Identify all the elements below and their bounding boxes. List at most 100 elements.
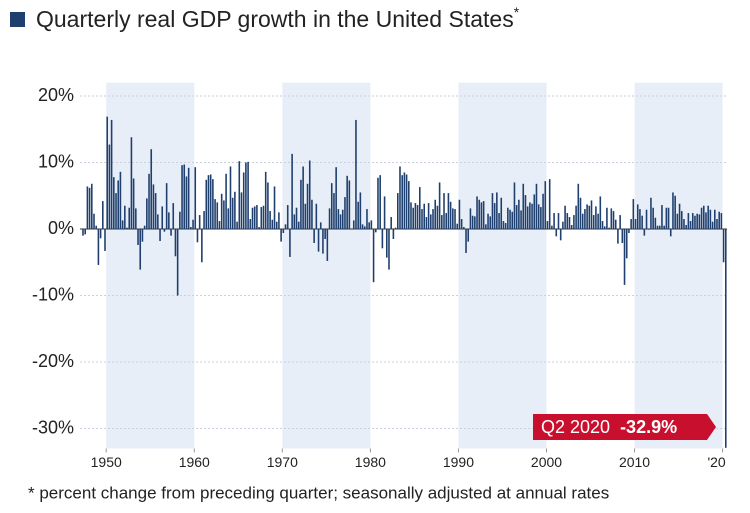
bar xyxy=(454,209,456,230)
bar xyxy=(544,181,547,230)
bar xyxy=(137,229,139,245)
bar xyxy=(271,219,274,230)
bar xyxy=(535,183,538,230)
bar xyxy=(496,192,498,230)
bar xyxy=(185,176,188,230)
decade-band xyxy=(634,82,723,449)
bar xyxy=(518,199,520,230)
x-tick-label: 2010 xyxy=(619,454,650,470)
bar xyxy=(214,199,216,230)
bar xyxy=(399,166,401,230)
bar xyxy=(157,214,159,230)
bar xyxy=(253,206,256,230)
bar xyxy=(93,213,95,230)
bar xyxy=(231,197,234,230)
bar xyxy=(515,205,518,230)
bar xyxy=(542,193,544,230)
bar xyxy=(559,229,562,241)
bar xyxy=(119,171,122,230)
bar xyxy=(707,205,709,230)
y-tick-label: 0% xyxy=(48,218,74,238)
bar xyxy=(419,187,421,230)
bar xyxy=(628,229,630,234)
bar xyxy=(176,229,179,296)
bar xyxy=(634,219,637,230)
bar xyxy=(289,229,291,257)
bar xyxy=(601,221,604,230)
bar xyxy=(590,200,593,230)
bar xyxy=(359,192,362,230)
bar xyxy=(374,229,377,233)
bar xyxy=(619,215,621,230)
bar xyxy=(568,217,571,230)
bar xyxy=(507,207,509,230)
y-tick-label: -20% xyxy=(32,351,74,371)
bar xyxy=(280,229,282,242)
bar xyxy=(278,212,280,230)
bar xyxy=(689,221,692,230)
bar xyxy=(531,203,533,230)
bar xyxy=(381,229,384,249)
bar xyxy=(300,179,302,230)
bar xyxy=(564,205,566,230)
bar xyxy=(361,224,364,230)
bar xyxy=(319,222,322,230)
bar xyxy=(401,175,403,230)
annotation-text: Q2 2020 -32.9% xyxy=(541,417,677,437)
title-asterisk: * xyxy=(514,4,520,20)
bar xyxy=(603,226,606,230)
bar xyxy=(88,187,91,230)
bar xyxy=(315,203,318,230)
bar xyxy=(698,214,701,230)
bar xyxy=(661,205,663,230)
decade-band xyxy=(106,82,195,449)
bar xyxy=(524,195,527,230)
bar xyxy=(245,162,247,230)
bar xyxy=(172,203,175,230)
bar xyxy=(159,229,161,241)
bar xyxy=(471,215,474,230)
x-tick-label: 1950 xyxy=(91,454,122,470)
bar xyxy=(187,167,190,230)
bar xyxy=(396,193,399,230)
bar xyxy=(650,197,652,230)
bar xyxy=(317,229,320,252)
bar xyxy=(456,223,459,230)
bar xyxy=(597,213,599,230)
bar xyxy=(680,211,683,230)
bar xyxy=(711,221,714,230)
bar xyxy=(672,192,674,230)
bar xyxy=(366,209,368,230)
bar xyxy=(482,201,485,230)
bar xyxy=(207,175,210,230)
bar xyxy=(502,221,505,230)
bar xyxy=(645,209,648,230)
bar xyxy=(476,196,478,230)
bar xyxy=(234,191,236,230)
bar xyxy=(339,214,342,230)
bar xyxy=(408,181,410,230)
bar xyxy=(102,201,104,230)
bar xyxy=(548,179,551,230)
bar xyxy=(333,193,335,230)
bar xyxy=(463,227,465,230)
bar xyxy=(196,229,199,243)
bar xyxy=(326,229,329,261)
bar xyxy=(592,215,595,230)
bar xyxy=(691,213,694,230)
bar xyxy=(383,196,386,230)
bar xyxy=(403,172,406,230)
bar xyxy=(110,119,113,230)
bar xyxy=(82,229,84,236)
bar xyxy=(553,213,555,230)
bar xyxy=(551,225,553,230)
bar xyxy=(251,207,254,230)
bar xyxy=(203,211,205,230)
bar xyxy=(392,229,395,239)
bar xyxy=(436,205,439,230)
bar xyxy=(260,207,263,230)
bar xyxy=(713,209,716,230)
bar xyxy=(566,213,569,230)
y-tick-label: 10% xyxy=(38,151,74,171)
bar xyxy=(165,183,168,230)
